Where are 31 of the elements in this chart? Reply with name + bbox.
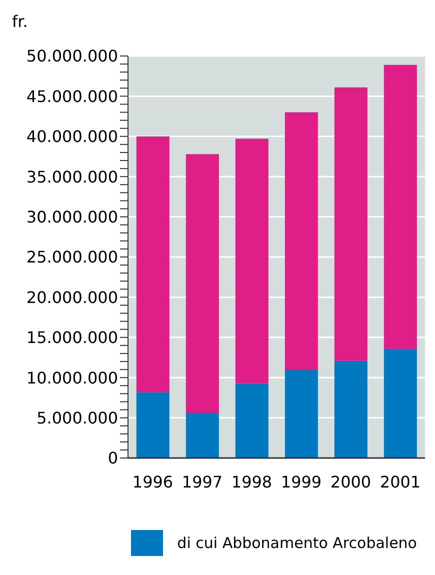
- bar: [136, 392, 170, 458]
- bar: [136, 136, 170, 392]
- x-tick-label: 1997: [182, 472, 223, 492]
- y-tick-label: 20.000.000: [26, 288, 118, 307]
- y-tick-label: 25.000.000: [26, 248, 118, 267]
- bar: [334, 87, 368, 361]
- x-tick-label: 1998: [231, 472, 272, 492]
- bar: [186, 154, 219, 413]
- y-tick-label: 50.000.000: [26, 46, 118, 66]
- y-axis-title: fr.: [12, 12, 28, 31]
- y-tick-label: 15.000.000: [26, 328, 118, 348]
- bar: [235, 383, 268, 458]
- x-tick-label: 2000: [330, 472, 372, 492]
- bar: [384, 348, 417, 458]
- x-tick-label: 1999: [280, 472, 322, 492]
- bar: [235, 138, 268, 384]
- y-tick-label: 5.000.000: [36, 408, 118, 428]
- y-tick-label: 40.000.000: [26, 127, 118, 146]
- y-tick-label: 45.000.000: [26, 86, 118, 106]
- bar: [334, 360, 368, 458]
- bar: [284, 112, 318, 370]
- x-tick-label: 2001: [380, 472, 421, 492]
- y-tick-label: 10.000.000: [26, 368, 118, 388]
- bar: [384, 64, 417, 349]
- bar: [186, 412, 219, 458]
- y-tick-label: 30.000.000: [26, 207, 118, 226]
- bar: [284, 370, 318, 458]
- y-tick-label: 35.000.000: [26, 167, 118, 186]
- x-tick-label: 1996: [132, 472, 174, 492]
- legend-label: di cui Abbonamento Arcobaleno: [177, 534, 417, 552]
- y-tick-label: 0: [108, 448, 118, 468]
